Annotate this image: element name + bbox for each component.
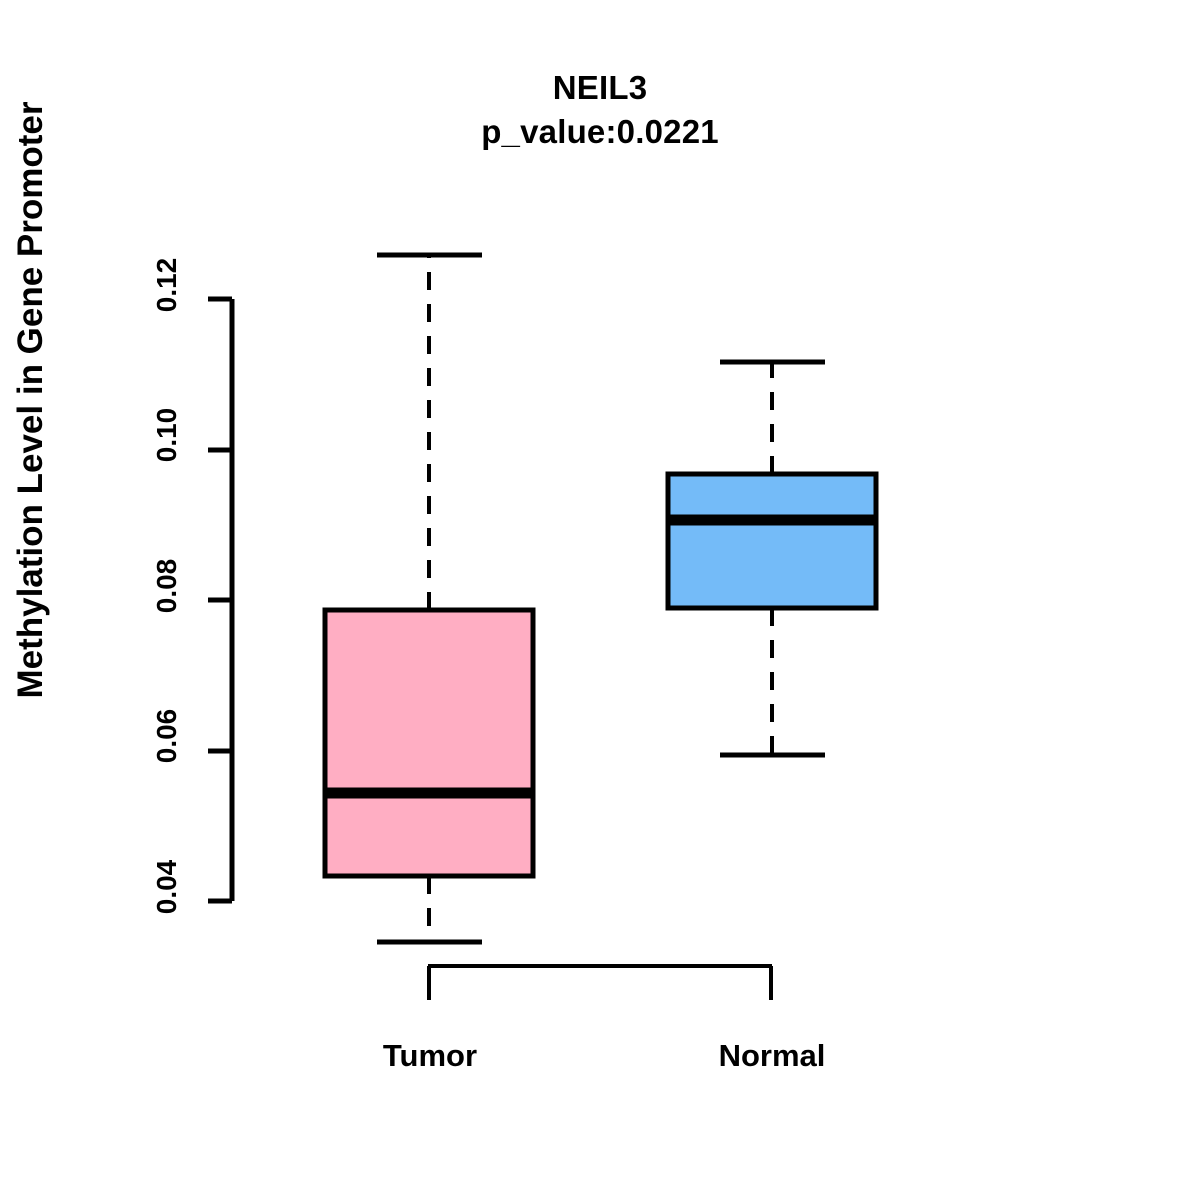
chart-subtitle-pvalue: p_value:0.0221 bbox=[481, 113, 719, 151]
x-category-label-tumor: Tumor bbox=[382, 1038, 478, 1073]
boxplot-tumor[interactable] bbox=[322, 252, 536, 945]
x-category-label-normal: Normal bbox=[718, 1038, 826, 1073]
boxplot-normal[interactable] bbox=[665, 359, 879, 758]
y-axis bbox=[208, 296, 235, 904]
tumor-box[interactable] bbox=[322, 607, 536, 879]
page-title: NEIL3 bbox=[552, 69, 648, 106]
normal-box[interactable] bbox=[665, 471, 879, 611]
x-axis bbox=[427, 964, 773, 1000]
chart-title-block: NEIL3 p_value:0.0221 bbox=[0, 66, 1200, 154]
